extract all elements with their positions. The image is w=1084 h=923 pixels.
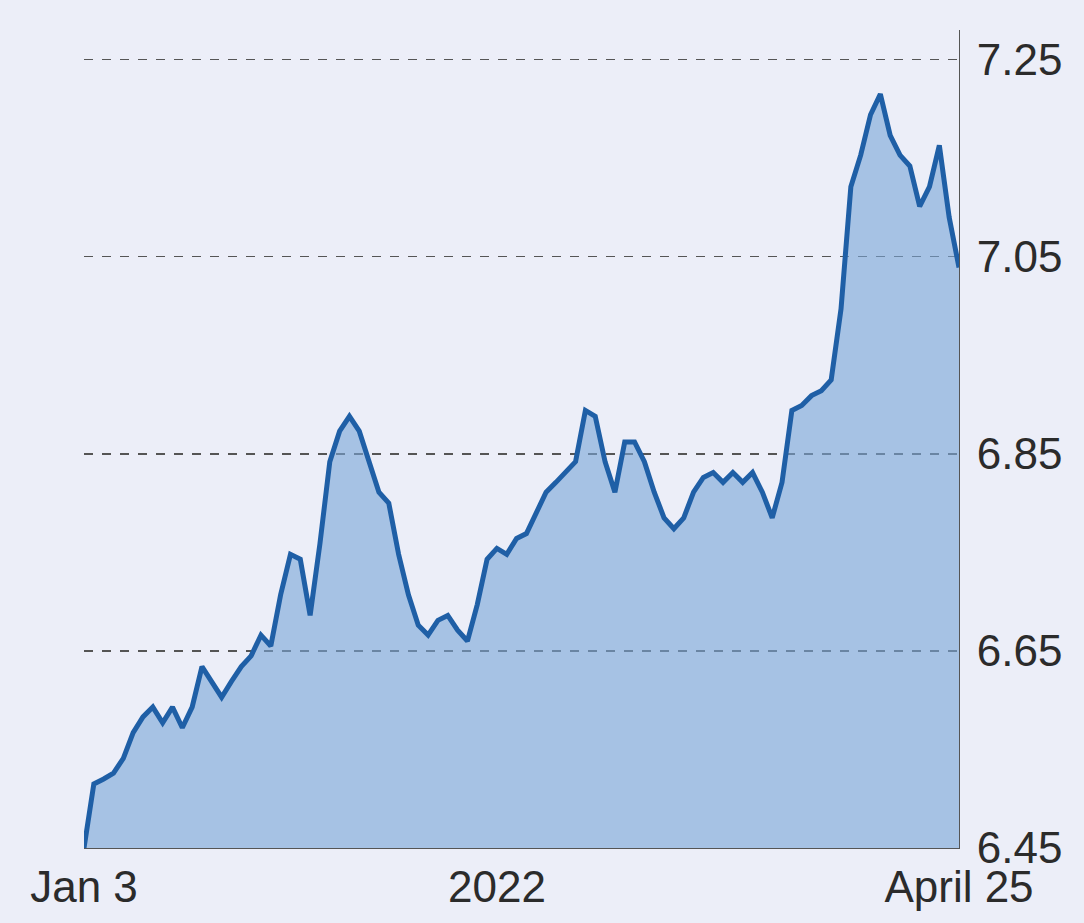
svg-text:April 25: April 25 <box>884 862 1033 911</box>
svg-text:6.45: 6.45 <box>977 823 1063 872</box>
svg-text:7.05: 7.05 <box>977 232 1063 281</box>
svg-text:Jan 3: Jan 3 <box>30 862 138 911</box>
svg-text:6.85: 6.85 <box>977 429 1063 478</box>
svg-text:2022: 2022 <box>448 862 546 911</box>
svg-text:6.65: 6.65 <box>977 626 1063 675</box>
svg-text:7.25: 7.25 <box>977 35 1063 84</box>
